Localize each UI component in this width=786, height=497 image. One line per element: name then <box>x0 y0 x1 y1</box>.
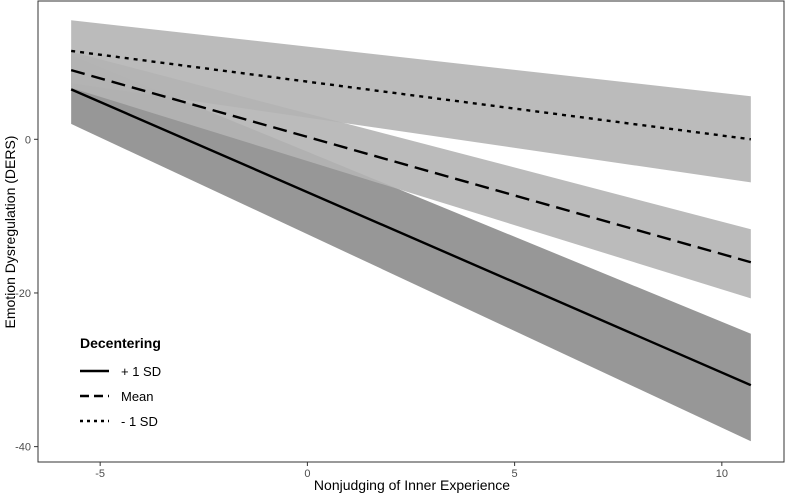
legend-label-3: - 1 SD <box>121 414 158 429</box>
x-tick-label: -5 <box>95 468 105 480</box>
line-series-1 <box>70 88 752 387</box>
line-series-2 <box>70 68 752 264</box>
legend-title: Decentering <box>80 335 161 351</box>
confidence-ribbons <box>71 20 751 442</box>
panel-border <box>37 0 785 463</box>
ribbon-series-1 <box>71 54 751 442</box>
y-tick-label: 0 <box>25 134 31 146</box>
x-axis-title: Nonjudging of Inner Experience <box>314 477 510 493</box>
ribbon-series-2 <box>71 51 751 299</box>
y-tick-label: -40 <box>15 442 31 454</box>
x-tick-label: 0 <box>304 468 310 480</box>
line-series-3 <box>71 49 751 141</box>
legend: Decentering + 1 SD Mean - 1 SD <box>80 335 161 429</box>
legend-label-1: + 1 SD <box>121 364 161 379</box>
y-tick-label: -20 <box>15 288 31 300</box>
x-tick-label: 10 <box>716 468 728 480</box>
ribbon-series-3 <box>71 20 751 183</box>
legend-label-2: Mean <box>121 389 154 404</box>
x-tick-label: 5 <box>512 468 518 480</box>
x-axis: -5 0 5 10 <box>95 462 728 480</box>
y-axis-title: Emotion Dysregulation (DERS) <box>2 136 18 329</box>
series-lines <box>70 49 752 387</box>
y-axis: -40 -20 0 <box>15 134 38 454</box>
